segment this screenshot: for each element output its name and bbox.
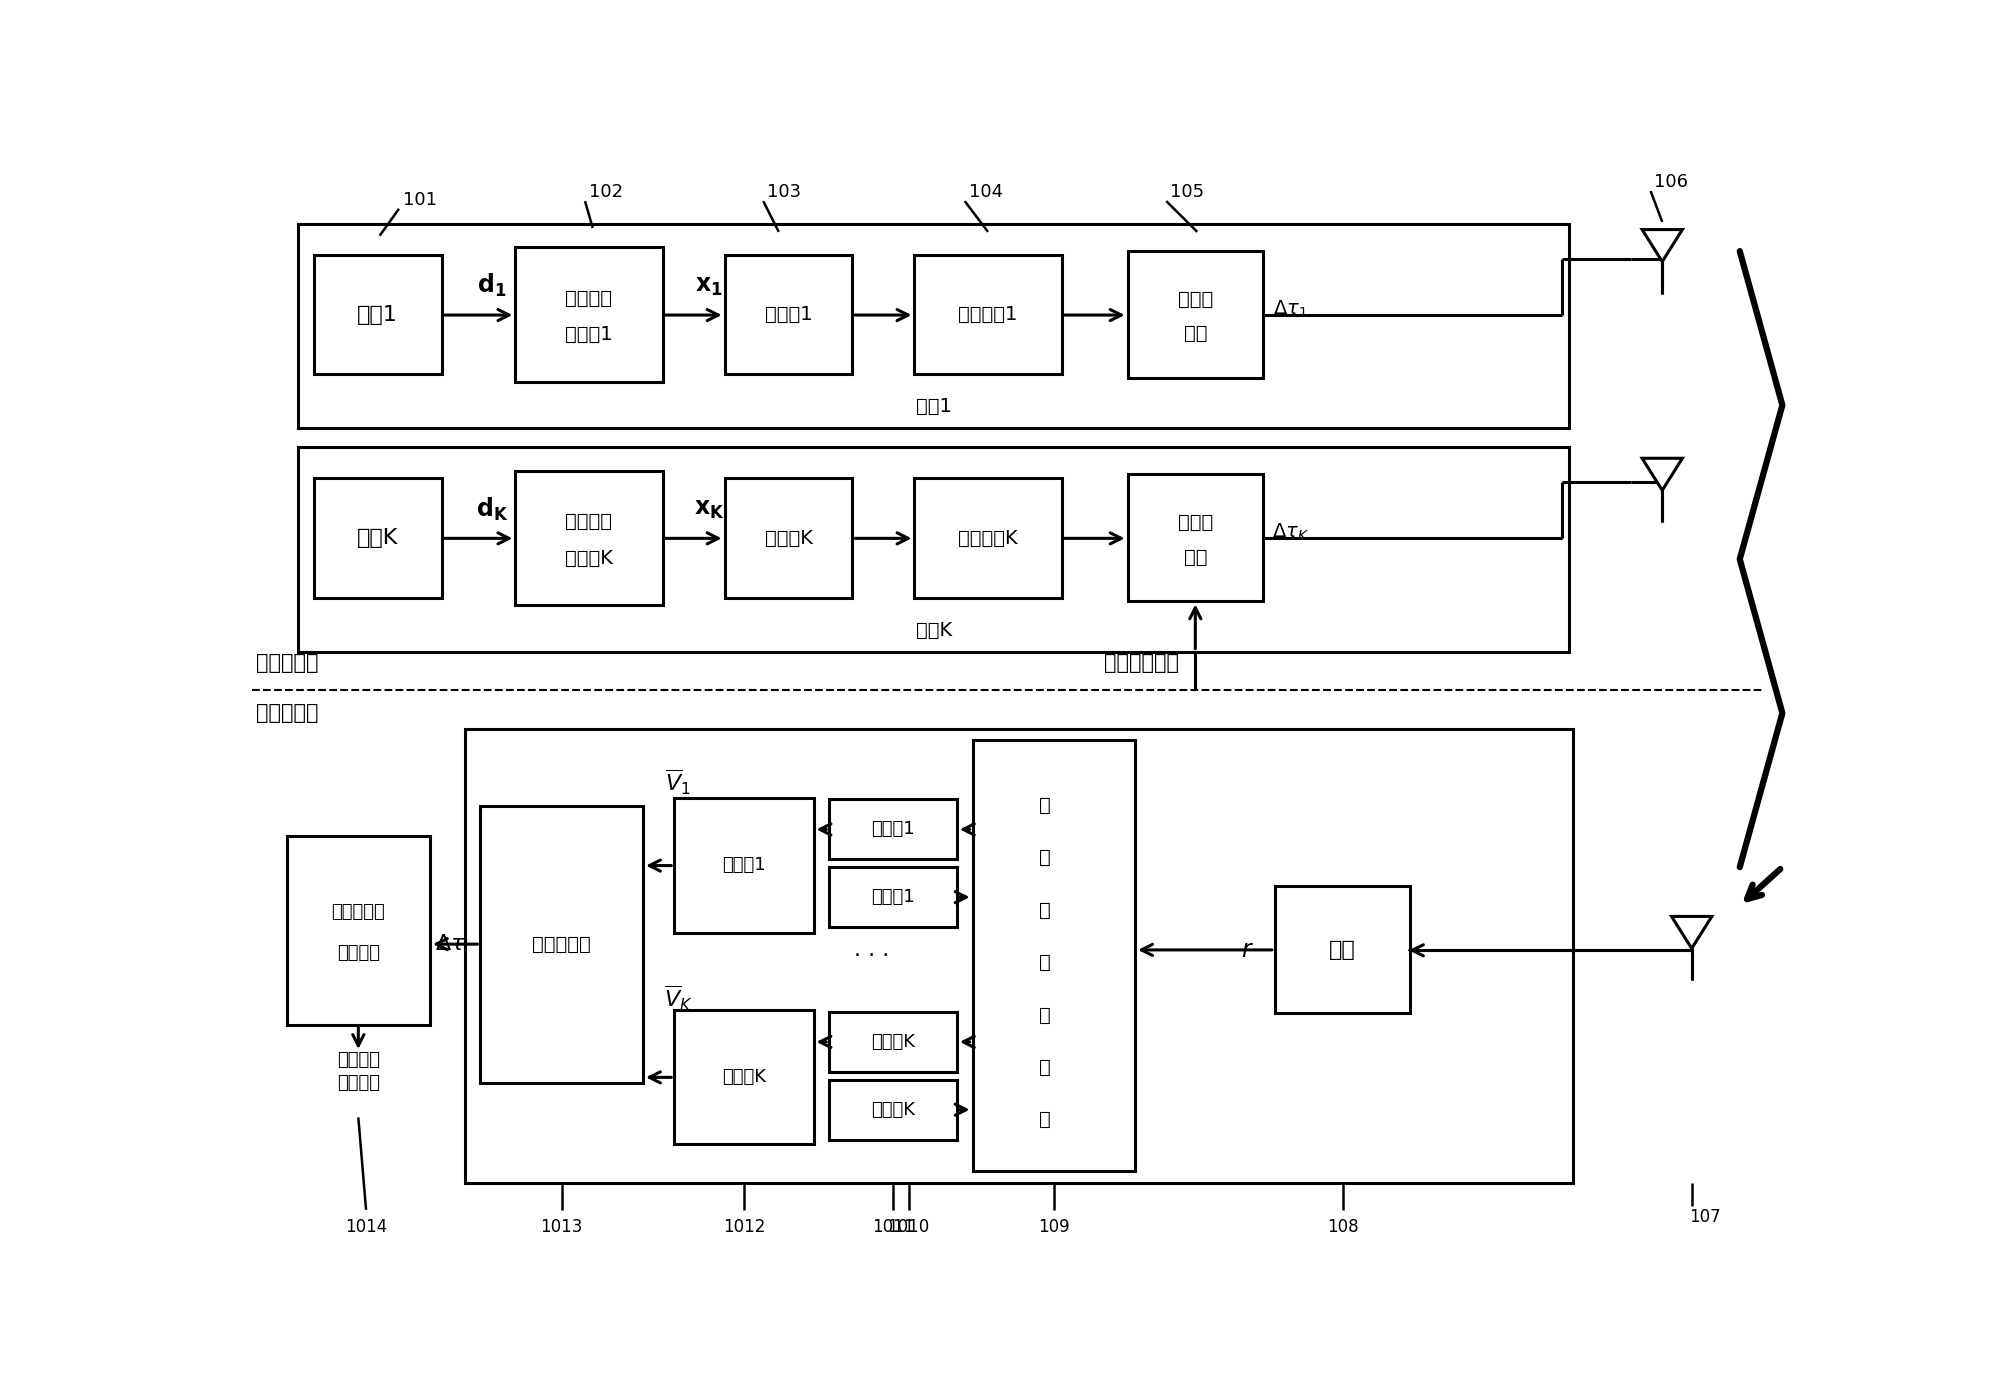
Text: 交织器K: 交织器K [765, 528, 812, 548]
Text: 用户K: 用户K [916, 620, 953, 639]
Text: 成型滤波K: 成型滤波K [959, 528, 1017, 548]
Bar [1275, 886, 1410, 1014]
Text: $\mathbf{x_1}$: $\mathbf{x_1}$ [695, 273, 723, 298]
Text: 103: 103 [767, 183, 802, 201]
Bar [516, 247, 663, 381]
Text: $\overline{V}_1$: $\overline{V}_1$ [665, 768, 691, 798]
Bar [481, 806, 642, 1083]
Text: 器: 器 [1039, 1110, 1051, 1129]
Text: 时偏控制比特: 时偏控制比特 [1104, 653, 1180, 673]
Bar [725, 479, 852, 598]
Bar [914, 255, 1061, 374]
Text: 106: 106 [1653, 173, 1688, 191]
Polygon shape [1641, 458, 1682, 490]
Bar [1128, 251, 1263, 379]
Text: 成型滤波1: 成型滤波1 [959, 305, 1017, 325]
Text: 基: 基 [1039, 796, 1051, 816]
Text: 1013: 1013 [540, 1218, 582, 1236]
Text: 时偏估计器: 时偏估计器 [532, 935, 592, 954]
Text: 号: 号 [1039, 953, 1051, 972]
Text: 链路传输: 链路传输 [336, 1074, 381, 1092]
Bar [465, 728, 1573, 1183]
Text: $r$: $r$ [1241, 938, 1255, 963]
Bar [314, 479, 441, 598]
Bar [830, 867, 957, 927]
Text: 编码器K: 编码器K [566, 549, 612, 567]
Text: 基站接收端: 基站接收端 [256, 703, 318, 723]
Text: $\Delta\tau$: $\Delta\tau$ [435, 933, 465, 954]
Bar [830, 1013, 957, 1072]
Bar [973, 741, 1136, 1171]
Text: 前向纠错: 前向纠错 [566, 512, 612, 531]
Text: 108: 108 [1327, 1218, 1357, 1236]
Bar [314, 255, 441, 374]
Text: $\overline{V}_K$: $\overline{V}_K$ [665, 983, 693, 1013]
Text: 信: 信 [1039, 900, 1051, 920]
Text: $\mathbf{d_1}$: $\mathbf{d_1}$ [477, 272, 508, 300]
Text: 交织器1: 交织器1 [872, 888, 914, 906]
Text: 解交织1: 解交织1 [872, 820, 914, 838]
Text: 制器: 制器 [1184, 325, 1206, 343]
Text: 109: 109 [1037, 1218, 1069, 1236]
Text: 时延控: 时延控 [1178, 513, 1212, 533]
Bar [725, 255, 852, 374]
Bar [830, 799, 957, 860]
Polygon shape [1641, 230, 1682, 262]
Text: 1010: 1010 [888, 1218, 930, 1236]
Bar [298, 225, 1569, 429]
Text: 104: 104 [969, 183, 1003, 201]
Bar [516, 470, 663, 605]
Text: 前向纠错: 前向纠错 [566, 288, 612, 308]
Text: 交织器K: 交织器K [872, 1101, 914, 1119]
Text: 编码器1: 编码器1 [566, 326, 612, 344]
Text: 用户1: 用户1 [916, 397, 953, 416]
Polygon shape [1672, 917, 1712, 949]
Text: 用户K: 用户K [356, 528, 399, 548]
Text: 用户发射端: 用户发射端 [256, 653, 318, 673]
Bar [675, 1010, 814, 1144]
Text: 特产生器: 特产生器 [336, 945, 381, 963]
Text: 本: 本 [1039, 849, 1051, 867]
Bar [675, 798, 814, 932]
Bar [914, 479, 1061, 598]
Bar [830, 1079, 957, 1140]
Text: 107: 107 [1690, 1208, 1720, 1226]
Text: 计: 计 [1039, 1058, 1051, 1076]
Text: 1014: 1014 [344, 1218, 387, 1236]
Text: 时偏控制比: 时偏控制比 [332, 903, 385, 921]
Text: 101: 101 [403, 190, 437, 208]
Text: $\Delta\tau_1$: $\Delta\tau_1$ [1273, 298, 1307, 319]
Text: 估: 估 [1039, 1006, 1051, 1025]
Text: 102: 102 [588, 183, 622, 201]
Text: 通过下行: 通过下行 [336, 1050, 381, 1068]
Bar [298, 448, 1569, 652]
Text: 用户1: 用户1 [356, 305, 399, 325]
Text: 时延控: 时延控 [1178, 290, 1212, 309]
Text: $\Delta\tau_K$: $\Delta\tau_K$ [1271, 522, 1309, 542]
Bar [286, 836, 431, 1025]
Text: 交织器1: 交织器1 [765, 305, 812, 325]
Text: 译码器1: 译码器1 [723, 856, 765, 874]
Text: 1011: 1011 [872, 1218, 914, 1236]
Text: 105: 105 [1170, 183, 1204, 201]
Text: · · ·: · · · [854, 946, 890, 965]
Text: 制器: 制器 [1184, 548, 1206, 566]
Text: 1012: 1012 [723, 1218, 765, 1236]
Text: 译码器K: 译码器K [721, 1068, 765, 1086]
Text: $\mathbf{d_K}$: $\mathbf{d_K}$ [475, 495, 508, 523]
Text: 采样: 采样 [1329, 940, 1355, 960]
Text: $\mathbf{x_K}$: $\mathbf{x_K}$ [693, 497, 725, 522]
Bar [1128, 474, 1263, 602]
Text: 解交织K: 解交织K [872, 1033, 914, 1051]
